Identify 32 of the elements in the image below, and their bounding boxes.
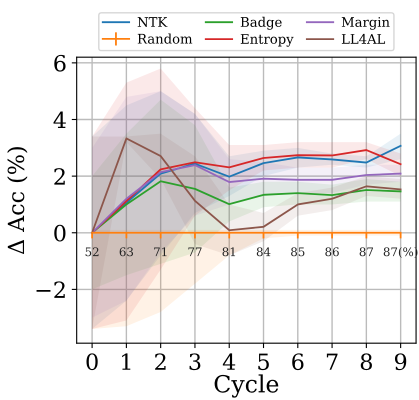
annotation: 81 (222, 247, 236, 256)
x-tick-label: 8 (360, 353, 372, 370)
x-tick-label: 3 (190, 353, 200, 370)
annotation: 77 (188, 247, 202, 256)
x-tick-label: 4 (222, 353, 236, 370)
annotation: 52 (86, 247, 98, 256)
legend-label: Margin (342, 17, 390, 30)
x-tick-label: 1 (122, 353, 130, 370)
y-tick-label: 4 (54, 111, 66, 128)
x-tick-label: 6 (292, 353, 304, 370)
annotation: 71 (154, 247, 166, 256)
y-tick-label: 0 (54, 224, 66, 242)
x-tick-label: 2 (155, 353, 166, 370)
x-tick-label: 7 (326, 354, 338, 370)
x-axis-title: Cycle (214, 374, 278, 398)
y-axis-title: Δ Acc (%) (7, 147, 28, 254)
annotation: 84 (256, 247, 270, 256)
annotation: 63 (120, 247, 134, 256)
annotation: 86 (325, 247, 339, 256)
legend-label: LL4AL (342, 34, 386, 44)
x-tick-label: 9 (394, 353, 406, 370)
legend-label: Random (138, 34, 192, 44)
y-tick-label: 2 (54, 168, 65, 185)
x-tick-label: 5 (258, 354, 269, 370)
legend-label: Badge (240, 16, 282, 30)
annotation: 85 (291, 247, 304, 256)
y-tick-label: −2 (36, 281, 65, 298)
annotation: 87 (360, 247, 374, 256)
y-tick-label: 6 (54, 54, 66, 72)
x-tick-label: 0 (86, 353, 98, 370)
legend-label: Entropy (240, 34, 294, 47)
legend-label: NTK (138, 17, 168, 27)
